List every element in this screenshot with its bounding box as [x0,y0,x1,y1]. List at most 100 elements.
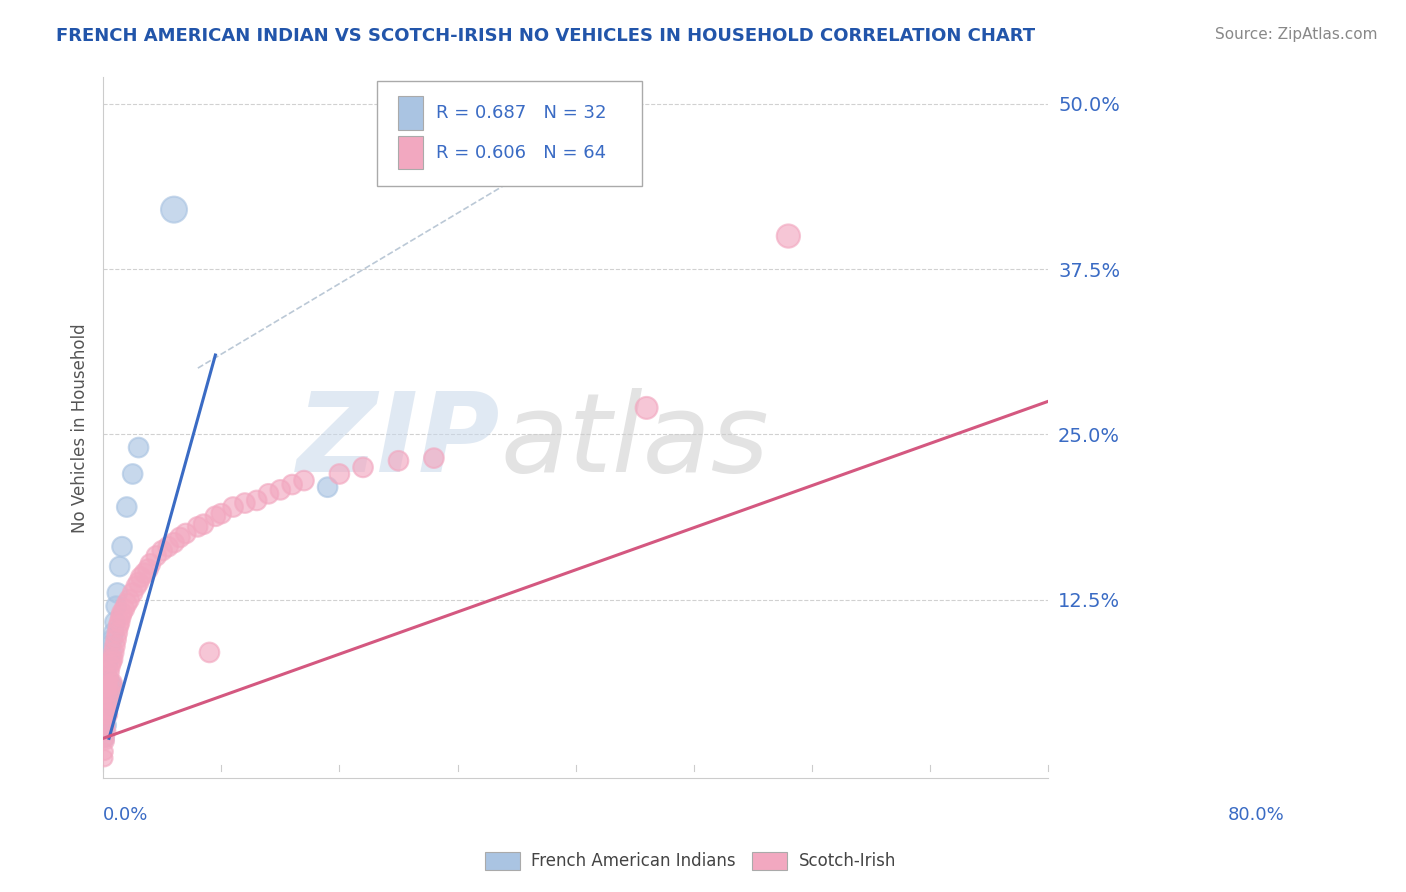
Point [125,579,148,593]
FancyBboxPatch shape [377,81,643,186]
Point [98,691,121,706]
Point [145,549,167,563]
Point [387,454,409,468]
Point [157,540,180,554]
Point [111,606,134,620]
Point [101,678,124,692]
Point [94,702,117,716]
Point [93,694,115,708]
Point [246,493,269,508]
Point [97,672,120,686]
Text: R = 0.687   N = 32: R = 0.687 N = 32 [436,104,606,122]
Point [269,483,291,497]
Point [94,685,117,699]
Point [100,685,122,699]
Point [107,619,129,633]
Point [94,665,117,680]
Point [110,609,132,624]
Point [93,712,115,726]
Point [139,557,162,571]
Point [115,597,138,611]
Point [169,531,191,545]
Point [105,586,128,600]
Point [222,500,245,514]
Point [150,543,173,558]
Point [128,575,150,590]
Point [778,229,800,244]
Point [198,645,221,659]
Text: 0.0%: 0.0% [103,806,149,824]
Point [93,724,115,739]
Point [316,480,339,494]
Point [96,718,118,732]
Point [292,474,315,488]
Point [174,526,197,541]
Point [94,731,117,746]
Point [105,625,128,640]
Point [128,441,150,455]
Point [163,202,186,217]
Point [98,665,121,680]
Point [96,681,118,695]
Text: 80.0%: 80.0% [1227,806,1285,824]
Point [100,645,122,659]
Point [103,625,125,640]
Point [93,718,115,732]
Point [233,496,256,510]
Point [97,707,120,722]
Point [94,718,117,732]
Point [98,676,121,690]
Point [104,615,127,629]
Point [97,672,120,686]
Point [193,517,215,532]
Point [97,698,120,713]
Point [96,698,118,713]
Point [101,652,124,666]
Text: R = 0.606   N = 64: R = 0.606 N = 64 [436,145,606,162]
Point [257,487,280,501]
Point [93,731,115,746]
Point [636,401,658,415]
Point [96,658,118,673]
Point [96,724,118,739]
Point [94,685,117,699]
Point [118,592,141,607]
Point [111,540,134,554]
Point [98,652,121,666]
Point [98,658,121,673]
Point [96,678,118,692]
Point [93,685,115,699]
Point [163,535,186,549]
Text: FRENCH AMERICAN INDIAN VS SCOTCH-IRISH NO VEHICLES IN HOUSEHOLD CORRELATION CHAR: FRENCH AMERICAN INDIAN VS SCOTCH-IRISH N… [56,27,1035,45]
Point [108,615,131,629]
Point [136,562,159,576]
Point [187,520,209,534]
Point [121,586,143,600]
Point [100,655,122,669]
Point [105,632,128,647]
Point [105,599,128,614]
Point [101,632,124,647]
Point [129,570,152,584]
Point [328,467,350,481]
Point [94,705,117,719]
Text: French American Indians: French American Indians [531,852,737,870]
Text: ZIP: ZIP [297,388,501,495]
Point [103,645,125,659]
Text: Source: ZipAtlas.com: Source: ZipAtlas.com [1215,27,1378,42]
Point [98,639,121,653]
Point [423,451,446,466]
Point [352,460,374,475]
Point [108,559,131,574]
Point [112,602,135,616]
Text: atlas: atlas [501,388,769,495]
Point [115,500,138,514]
Text: Scotch-Irish: Scotch-Irish [799,852,896,870]
FancyBboxPatch shape [398,96,423,130]
Point [134,566,156,581]
Point [204,509,226,524]
Point [93,751,115,765]
Point [98,685,121,699]
Point [98,689,121,703]
Point [104,639,127,653]
